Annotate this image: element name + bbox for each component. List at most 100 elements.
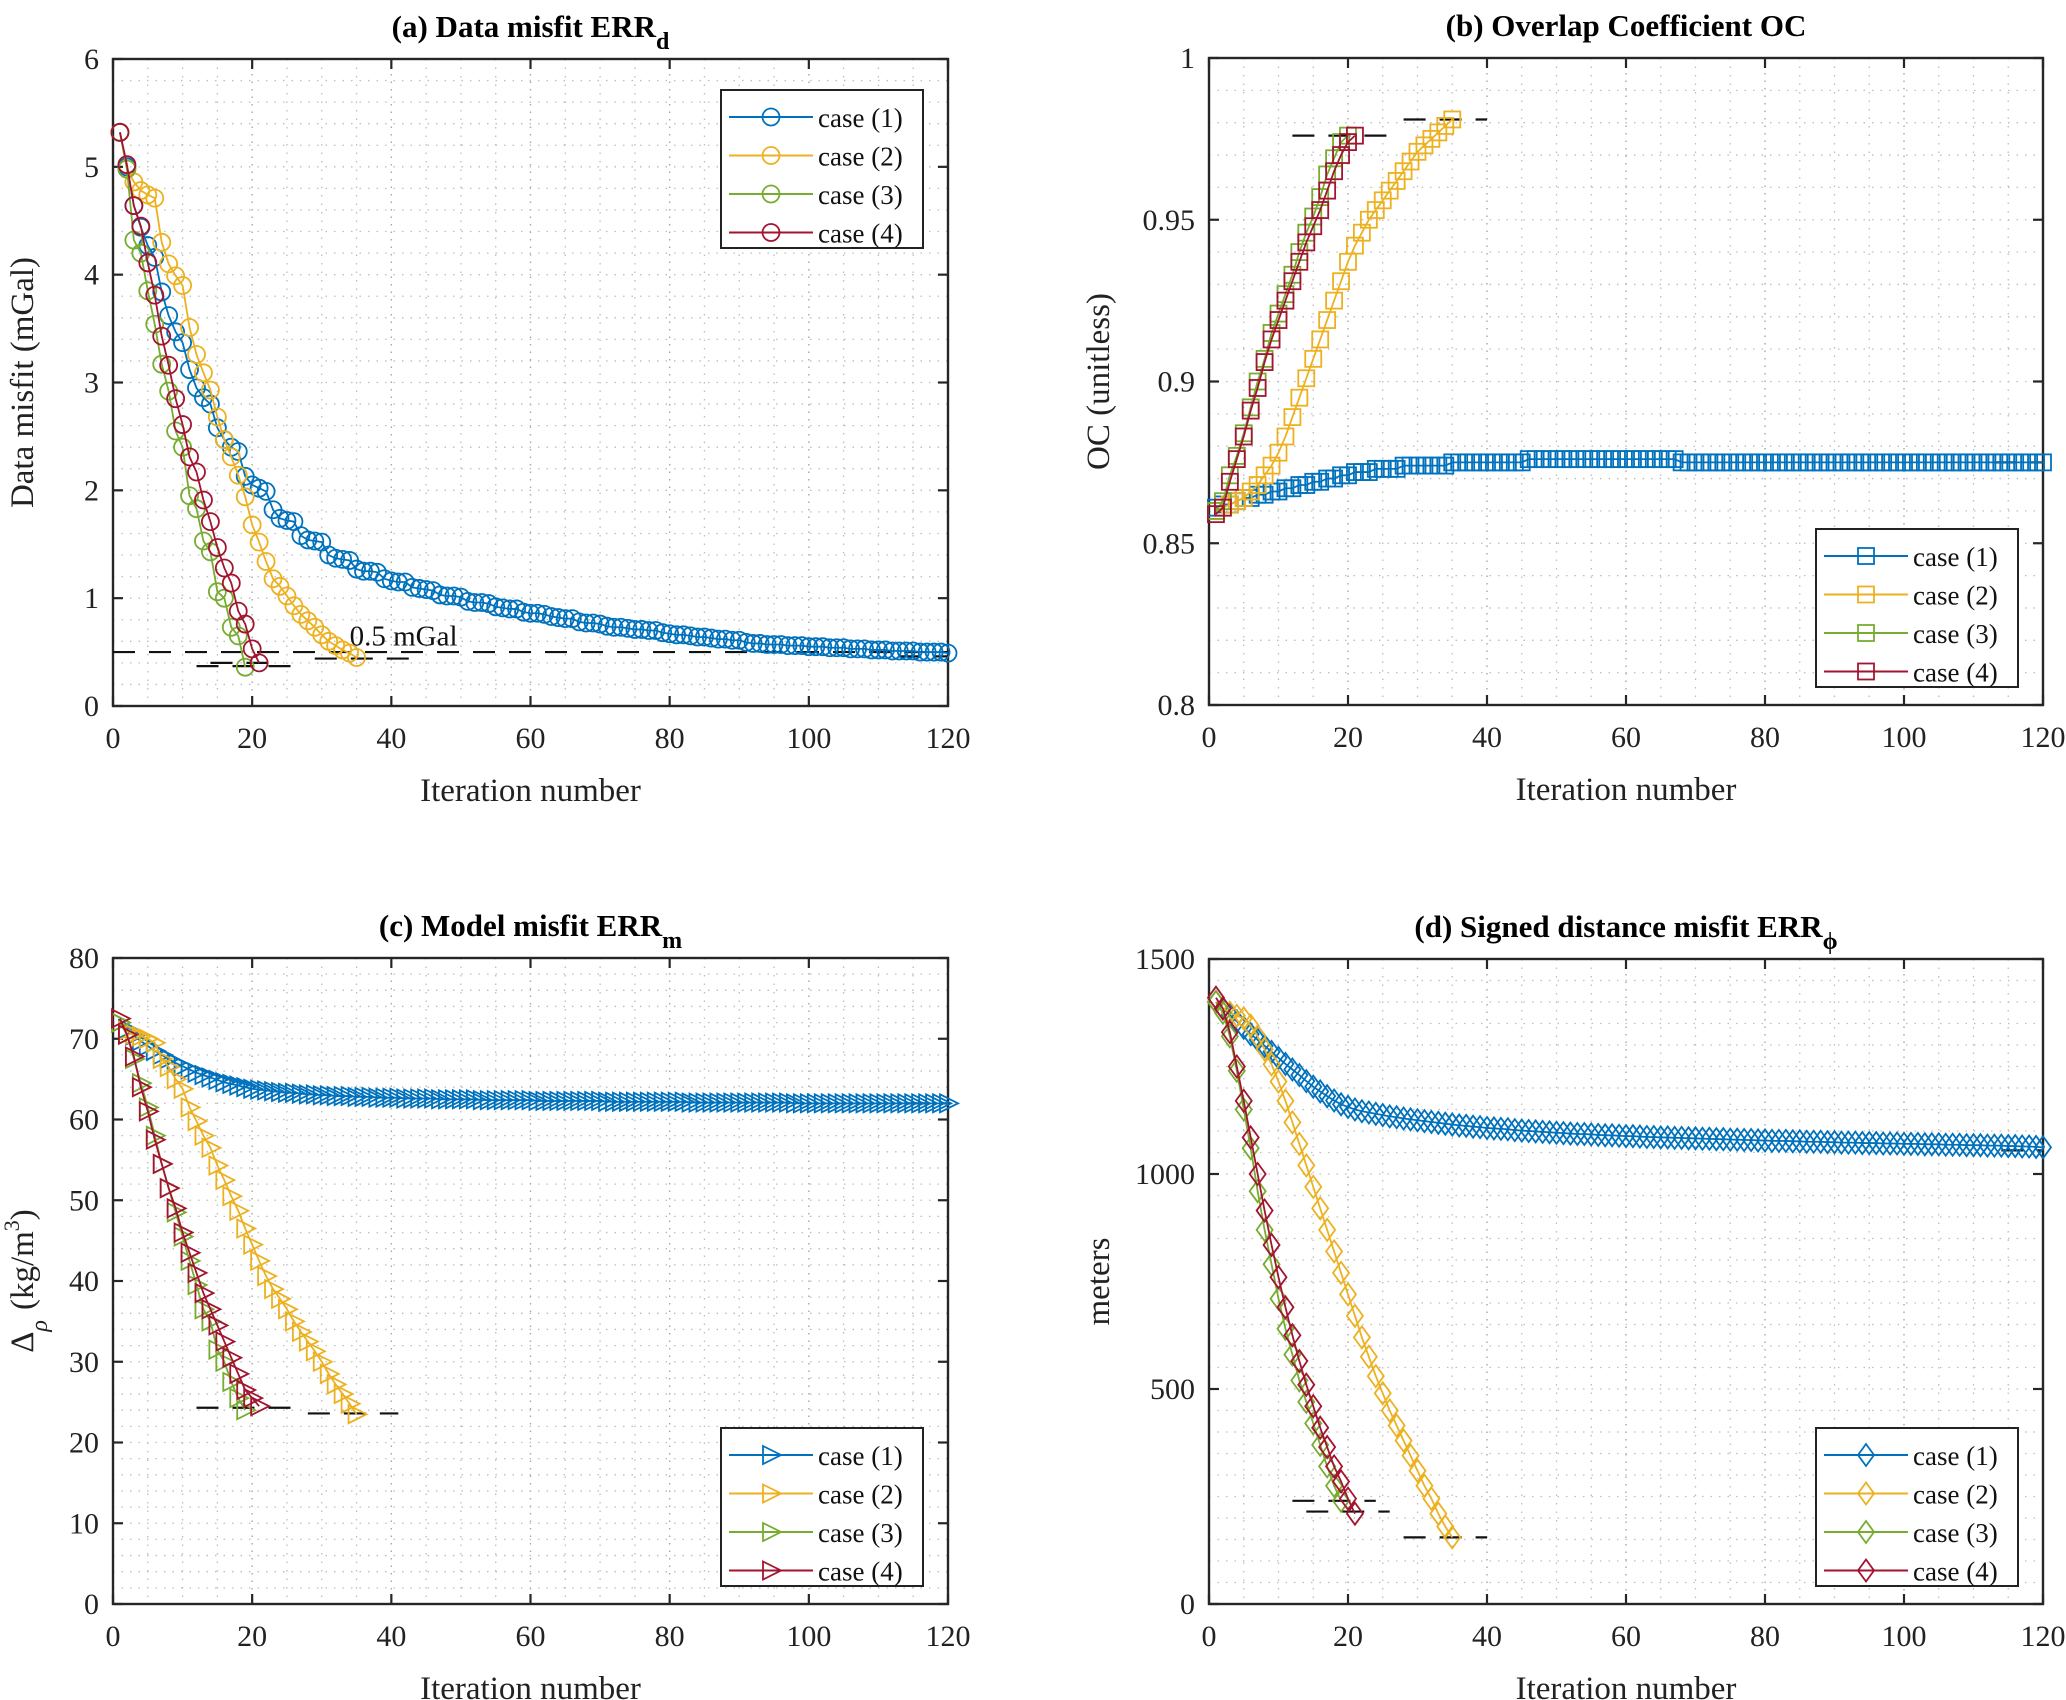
data-point	[674, 1091, 696, 1113]
data-point	[173, 1222, 195, 1244]
data-point	[1519, 1118, 1538, 1144]
data-point	[1304, 1174, 1323, 1200]
data-point	[1582, 1121, 1601, 1147]
data-point	[347, 648, 366, 667]
data-point	[1283, 408, 1302, 426]
series-case2	[110, 122, 366, 667]
series-case2	[1206, 989, 1462, 1550]
x-tick-label: 80	[1750, 1620, 1780, 1653]
data-point	[612, 1091, 633, 1113]
data-point	[291, 1321, 313, 1343]
data-point	[409, 579, 429, 598]
x-tick-label: 120	[926, 722, 971, 755]
data-point	[1776, 1128, 1795, 1154]
legend-label: case (1)	[818, 1441, 903, 1471]
data-point	[1331, 1468, 1351, 1494]
data-point	[1735, 1127, 1754, 1153]
data-point	[1290, 1131, 1309, 1157]
data-point	[1707, 1126, 1726, 1152]
y-tick-label: 60	[69, 1104, 99, 1137]
y-tick-label: 1	[1180, 42, 1195, 75]
data-point	[1512, 1118, 1531, 1144]
data-point	[806, 1092, 828, 1114]
y-tick-label: 30	[69, 1346, 99, 1379]
data-point	[1352, 1324, 1372, 1350]
data-point	[145, 1032, 167, 1054]
data-point	[417, 1088, 439, 1109]
data-point	[264, 1278, 286, 1300]
data-point	[911, 1092, 933, 1114]
data-point	[1332, 146, 1350, 164]
chart-title-text: (b) Overlap Coefficient OC	[1446, 8, 1807, 43]
data-point	[340, 1393, 362, 1415]
data-point	[535, 1090, 557, 1112]
data-point	[618, 618, 638, 638]
x-tick-label: 100	[786, 1620, 831, 1653]
data-point	[1401, 152, 1420, 171]
data-point	[215, 1331, 237, 1353]
legend-marker-icon	[762, 1560, 784, 1581]
data-point	[702, 1092, 724, 1113]
x-tick-label: 80	[655, 722, 685, 755]
data-point	[180, 1242, 202, 1264]
series-line	[1215, 118, 1453, 512]
data-point	[1602, 1122, 1622, 1148]
data-point	[333, 549, 353, 569]
x-tick-label: 40	[1472, 721, 1502, 754]
data-point	[235, 614, 255, 634]
data-point	[1234, 1005, 1253, 1031]
data-point	[1672, 1125, 1691, 1151]
data-point	[207, 407, 227, 427]
legend-item: case (1)	[1824, 542, 1998, 572]
x-axis-label: Iteration number	[1516, 772, 1737, 808]
data-point	[1637, 1124, 1656, 1150]
data-point	[1825, 1129, 1844, 1155]
data-point	[221, 573, 241, 593]
data-point	[201, 380, 220, 400]
data-point	[1436, 456, 1455, 475]
data-point	[424, 1088, 446, 1109]
data-point	[722, 630, 742, 650]
data-point	[215, 1071, 237, 1093]
legend-item: case (2)	[729, 142, 903, 172]
data-point	[1700, 1126, 1719, 1152]
data-point	[458, 592, 478, 611]
data-point	[194, 1282, 216, 1304]
x-tick-label: 20	[1333, 721, 1363, 754]
legend-label: case (1)	[1913, 1441, 1998, 1471]
data-point	[653, 1091, 675, 1113]
data-point	[1748, 1127, 1768, 1153]
data-point	[1276, 427, 1295, 446]
data-point	[695, 627, 714, 647]
data-point	[354, 1086, 376, 1108]
y-tick-label: 10	[69, 1507, 99, 1540]
data-point	[1290, 388, 1309, 407]
x-tick-label: 40	[376, 1620, 406, 1653]
data-point	[882, 641, 902, 661]
y-tick-label: 40	[69, 1265, 99, 1298]
data-point	[1547, 1120, 1566, 1146]
legend-marker-icon	[761, 107, 781, 127]
data-point	[799, 1092, 821, 1114]
data-point	[180, 360, 199, 379]
data-point	[375, 1087, 397, 1109]
legend-item: case (4)	[1824, 1557, 1998, 1587]
x-tick-label: 120	[926, 1620, 971, 1653]
data-point	[1596, 1122, 1615, 1148]
data-point	[1512, 453, 1531, 472]
data-point	[396, 1088, 418, 1109]
data-point	[1491, 1116, 1511, 1142]
data-point	[1797, 1129, 1816, 1155]
y-axis-label-subscript: ρ	[27, 1320, 53, 1333]
y-axis-label-text: OC (unitless)	[1081, 293, 1117, 470]
data-point	[785, 636, 805, 656]
data-point	[889, 641, 909, 661]
data-point	[166, 1197, 188, 1219]
y-tick-label: 20	[69, 1427, 99, 1460]
data-point	[249, 532, 269, 552]
data-point	[1554, 1120, 1573, 1146]
series-line	[119, 132, 260, 664]
series-case4	[1206, 985, 1365, 1527]
data-point	[222, 1073, 244, 1095]
data-point	[1936, 1132, 1955, 1158]
